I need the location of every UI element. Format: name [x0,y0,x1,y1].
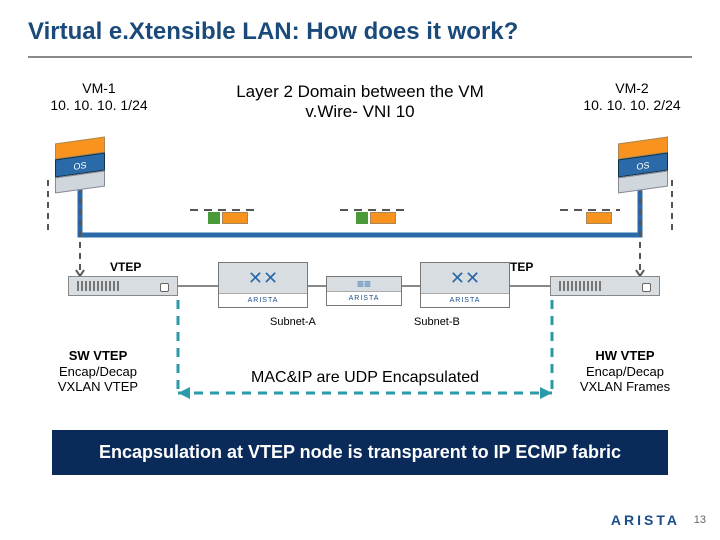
mac-ip-label: MAC&IP are UDP Encapsulated [210,368,520,387]
subnet-a-label: Subnet-A [270,316,316,328]
hw-vtep-block: HW VTEP Encap/Decap VXLAN Frames [560,348,690,395]
hw-vtep-l1: HW VTEP [560,348,690,364]
page-number: 13 [694,514,706,526]
l2-domain-label: Layer 2 Domain between the VM v.Wire- VN… [210,82,510,123]
vm1-icon: OS [55,136,105,197]
vm1-ip: 10. 10. 10. 1/24 [44,97,154,114]
l2-line2: v.Wire- VNI 10 [210,102,510,122]
switch-mid: ≡≡ARISTA [326,276,402,306]
sw-vtep-block: SW VTEP Encap/Decap VXLAN VTEP [38,348,158,395]
vm2-label: VM-2 10. 10. 10. 2/24 [572,80,692,114]
server-right [550,276,660,296]
packet-icon-2 [370,212,396,224]
vm2-name: VM-2 [572,80,692,97]
vtep-left-label: VTEP [108,260,143,274]
switch-left: ✕✕ARISTA [218,262,308,308]
hw-vtep-l2: Encap/Decap [560,364,690,380]
packet-icon-3 [586,212,612,224]
hw-vtep-l3: VXLAN Frames [560,379,690,395]
sw-vtep-l2: Encap/Decap [38,364,158,380]
subnet-b-label: Subnet-B [414,316,460,328]
packet-green-1 [208,212,220,224]
packet-icon-1 [222,212,248,224]
summary-banner: Encapsulation at VTEP node is transparen… [52,430,668,475]
packet-green-2 [356,212,368,224]
sw-vtep-l3: VXLAN VTEP [38,379,158,395]
vm2-ip: 10. 10. 10. 2/24 [572,97,692,114]
sw-vtep-l1: SW VTEP [38,348,158,364]
l2-path [80,175,640,235]
vm1-label: VM-1 10. 10. 10. 1/24 [44,80,154,114]
l2-line1: Layer 2 Domain between the VM [210,82,510,102]
vm1-name: VM-1 [44,80,154,97]
server-left [68,276,178,296]
vm2-icon: OS [618,136,668,197]
switch-right: ✕✕ARISTA [420,262,510,308]
brand-logo: ARISTA [611,512,680,528]
